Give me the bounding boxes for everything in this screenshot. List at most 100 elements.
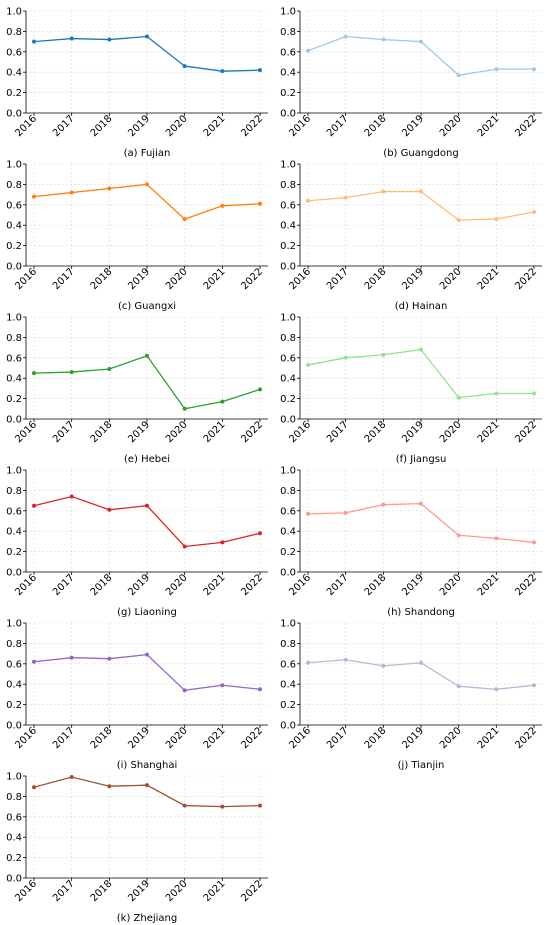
data-point (107, 784, 112, 789)
data-point (419, 189, 423, 194)
y-tick-label: 0.6 (6, 47, 22, 58)
x-tick-label: 2017 (51, 266, 77, 292)
data-point (69, 775, 74, 780)
x-tick-label: 2021 (476, 113, 502, 139)
data-point (494, 391, 499, 396)
y-tick-label: 1.0 (6, 160, 22, 171)
y-tick-label: 0.2 (280, 547, 296, 558)
x-tick-label: 2020 (164, 113, 190, 139)
y-tick-label: 0.2 (280, 88, 296, 99)
y-tick-label: 0.2 (280, 241, 296, 252)
y-tick-label: 0.4 (6, 833, 22, 844)
y-tick-label: 0.4 (6, 527, 22, 538)
y-tick-label: 0.0 (280, 109, 296, 120)
data-point (532, 683, 536, 688)
y-tick-label: 1.0 (6, 7, 22, 18)
x-tick-label: 2018 (363, 266, 389, 292)
data-point (456, 218, 461, 223)
panel-caption: (g) Liaoning (117, 607, 177, 618)
data-point (69, 655, 74, 660)
y-tick-label: 0.0 (6, 415, 22, 426)
data-point (381, 352, 386, 357)
y-tick-label: 0.6 (6, 353, 22, 364)
panel-caption: (h) Shandong (387, 607, 455, 618)
y-tick-label: 0.2 (6, 853, 22, 864)
data-point (69, 190, 74, 195)
data-point (381, 663, 386, 668)
data-point (258, 803, 262, 808)
x-tick-label: 2022 (239, 266, 265, 292)
data-point (258, 531, 262, 536)
x-tick-label: 2022 (239, 878, 265, 904)
data-point (532, 209, 536, 214)
x-tick-label: 2020 (438, 725, 464, 751)
y-tick-label: 0.8 (280, 27, 296, 38)
x-tick-label: 2017 (325, 113, 351, 139)
data-point (145, 503, 149, 508)
x-tick-label: 2020 (438, 113, 464, 139)
y-tick-label: 0.6 (280, 506, 296, 517)
x-tick-label: 2017 (325, 419, 351, 445)
y-tick-label: 0.6 (6, 200, 22, 211)
y-tick-label: 0.0 (280, 262, 296, 273)
x-tick-label: 2021 (476, 725, 502, 751)
panel-caption: (d) Hainan (395, 301, 448, 312)
y-tick-label: 1.0 (280, 466, 296, 477)
y-tick-label: 1.0 (280, 619, 296, 630)
data-point (494, 67, 499, 72)
y-tick-label: 0.8 (280, 639, 296, 650)
y-tick-label: 0.0 (280, 568, 296, 579)
y-tick-label: 0.6 (280, 47, 296, 58)
data-point (182, 803, 187, 808)
data-point (532, 540, 536, 545)
data-point (220, 804, 225, 809)
data-point (32, 785, 36, 790)
y-tick-label: 0.6 (6, 659, 22, 670)
x-tick-label: 2019 (400, 572, 426, 598)
x-tick-label: 2022 (239, 725, 265, 751)
x-tick-label: 2021 (202, 419, 228, 445)
x-tick-label: 2018 (363, 725, 389, 751)
data-point (494, 217, 499, 222)
y-tick-label: 0.6 (6, 506, 22, 517)
x-tick-label: 2020 (164, 419, 190, 445)
data-point (107, 186, 112, 191)
y-tick-label: 0.0 (6, 721, 22, 732)
x-tick-label: 2020 (164, 572, 190, 598)
x-tick-label: 2020 (438, 572, 464, 598)
x-tick-label: 2019 (400, 419, 426, 445)
data-point (343, 510, 348, 515)
data-point (381, 37, 386, 42)
x-tick-label: 2018 (89, 266, 115, 292)
data-point (182, 688, 187, 693)
x-tick-label: 2019 (126, 878, 152, 904)
y-tick-label: 0.2 (6, 547, 22, 558)
data-point (69, 370, 74, 375)
data-point (145, 182, 149, 187)
data-point (456, 395, 461, 400)
x-tick-label: 2021 (202, 878, 228, 904)
panel-caption: (i) Shanghai (117, 760, 178, 771)
x-tick-label: 2017 (51, 419, 77, 445)
data-point (145, 783, 149, 788)
data-point (306, 198, 310, 203)
series-line (33, 35, 261, 72)
x-tick-label: 2022 (513, 572, 539, 598)
y-tick-label: 0.4 (280, 680, 296, 691)
data-point (220, 683, 225, 688)
data-point (258, 201, 262, 206)
data-point (258, 687, 262, 692)
data-point (456, 533, 461, 538)
x-tick-label: 2021 (476, 572, 502, 598)
x-tick-label: 2022 (239, 113, 265, 139)
panel-caption: (b) Guangdong (383, 148, 458, 159)
x-tick-label: 2022 (239, 419, 265, 445)
y-tick-label: 0.8 (6, 333, 22, 344)
